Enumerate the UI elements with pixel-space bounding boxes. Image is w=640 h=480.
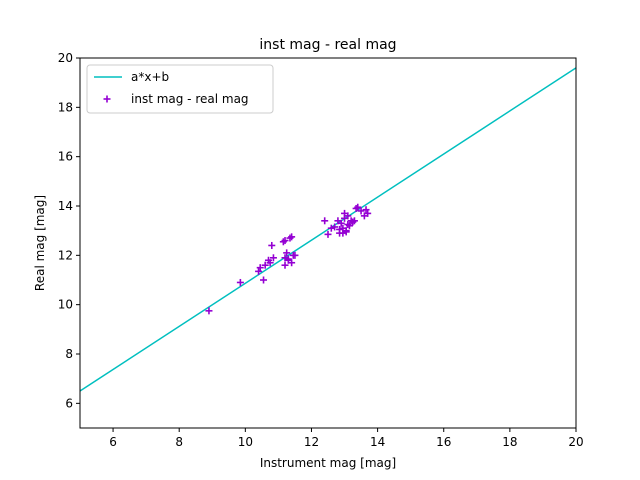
data-point xyxy=(266,259,274,267)
data-point xyxy=(331,223,339,231)
x-tick-label: 12 xyxy=(304,435,319,449)
data-point xyxy=(288,233,296,241)
data-point xyxy=(327,224,335,232)
legend-item: inst mag - real mag xyxy=(103,92,249,106)
y-tick-label: 20 xyxy=(58,51,73,65)
data-point xyxy=(342,228,350,236)
y-tick-label: 6 xyxy=(65,396,73,410)
legend: a*x+b inst mag - real mag xyxy=(86,64,274,114)
data-point xyxy=(283,249,291,257)
y-tick-label: 8 xyxy=(65,347,73,361)
y-axis-label: Real mag [mag] xyxy=(33,195,47,291)
data-point xyxy=(341,214,349,222)
data-point xyxy=(236,278,244,286)
data-point xyxy=(269,254,277,262)
y-tick-label: 16 xyxy=(58,150,73,164)
data-point xyxy=(260,276,268,284)
y-tick-label: 14 xyxy=(58,199,73,213)
chart-title: inst mag - real mag xyxy=(259,37,396,53)
plot-frame xyxy=(79,57,577,429)
y-tick-label: 10 xyxy=(58,298,73,312)
data-point xyxy=(354,203,362,211)
data-point xyxy=(344,221,352,228)
x-axis-label: Instrument mag [mag] xyxy=(260,456,396,470)
data-point xyxy=(339,224,347,232)
x-tick-label: 16 xyxy=(436,435,451,449)
x-tick-label: 14 xyxy=(370,435,385,449)
data-point xyxy=(337,219,345,227)
data-point xyxy=(324,230,332,238)
data-point xyxy=(321,217,329,225)
x-tick-label: 6 xyxy=(109,435,117,449)
legend-label: inst mag - real mag xyxy=(131,92,249,106)
fit-line xyxy=(80,67,576,392)
legend-box xyxy=(86,64,274,114)
legend-item: a*x+b xyxy=(94,70,169,84)
data-point xyxy=(350,217,358,225)
data-point xyxy=(357,207,365,215)
data-point xyxy=(281,237,289,245)
data-point xyxy=(256,264,264,272)
x-tick-label: 18 xyxy=(502,435,517,449)
y-tick-label: 12 xyxy=(58,248,73,262)
data-point xyxy=(261,261,269,269)
data-point xyxy=(291,251,299,259)
x-tick-label: 8 xyxy=(175,435,183,449)
data-point xyxy=(281,261,289,269)
data-point xyxy=(364,209,372,217)
x-tick-label: 20 xyxy=(568,435,583,449)
data-point xyxy=(284,256,292,264)
data-point xyxy=(336,229,344,237)
y-tick-label: 18 xyxy=(58,100,73,114)
legend-label: a*x+b xyxy=(131,70,169,84)
data-point xyxy=(268,241,276,249)
x-tick-label: 10 xyxy=(238,435,253,449)
data-point xyxy=(255,267,263,275)
data-point xyxy=(362,206,370,214)
data-point xyxy=(205,307,213,315)
